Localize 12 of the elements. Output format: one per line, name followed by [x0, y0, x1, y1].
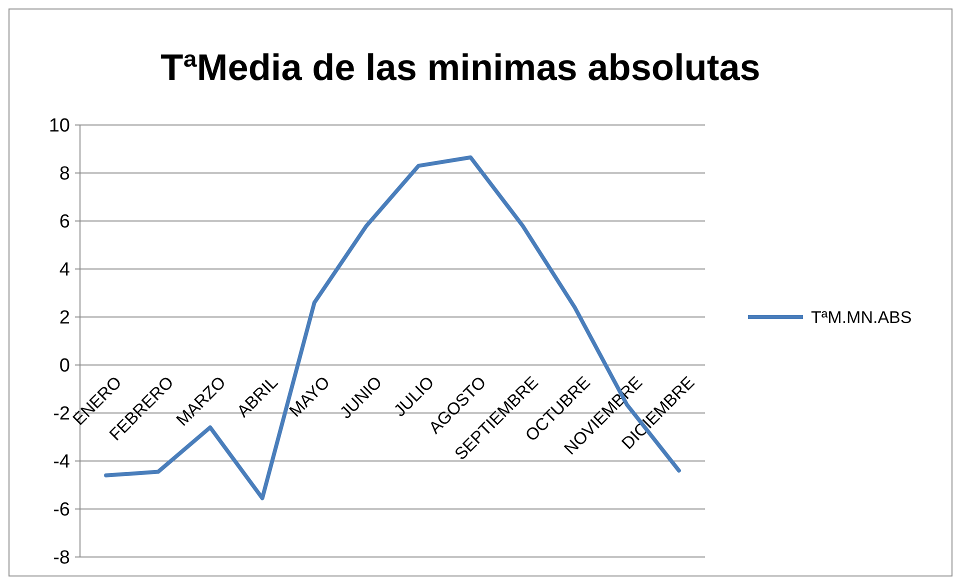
y-tick-label: 6 — [59, 212, 70, 233]
y-tick-label: -2 — [53, 404, 70, 425]
y-tick-label: -8 — [53, 548, 70, 569]
chart-title: TªMedia de las minimas absolutas — [160, 47, 760, 88]
y-tick-label: -6 — [53, 500, 70, 521]
y-tick-label: -4 — [53, 452, 70, 473]
y-tick-label: 4 — [59, 260, 70, 281]
y-tick-label: 2 — [59, 308, 70, 329]
legend-label: TªM.MN.ABS — [811, 308, 912, 327]
y-tick-label: 8 — [59, 164, 70, 185]
y-tick-label: 0 — [59, 356, 70, 377]
y-tick-label: 10 — [48, 116, 70, 137]
